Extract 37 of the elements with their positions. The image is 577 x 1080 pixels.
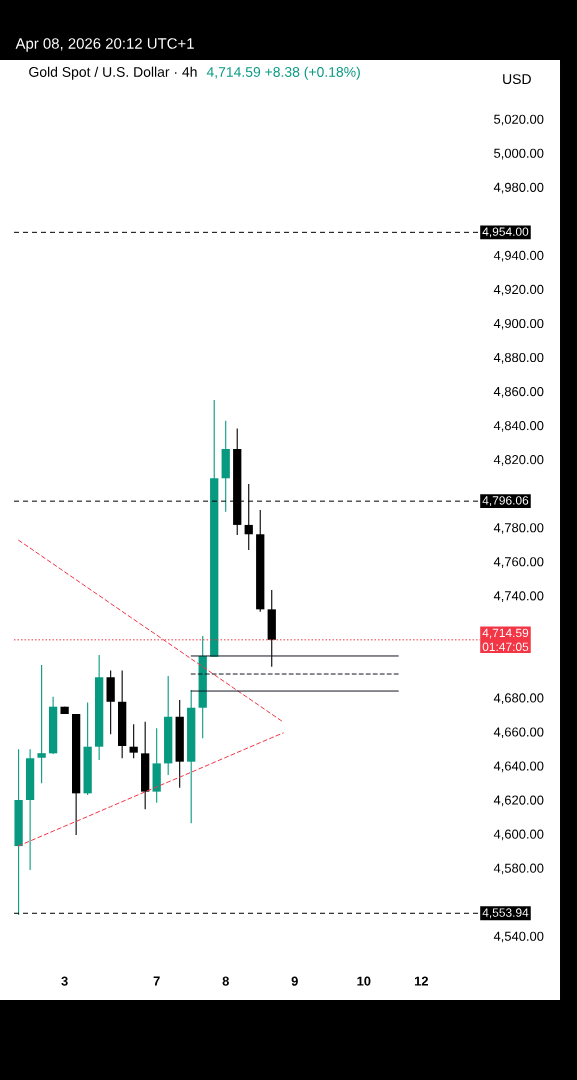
ref-line-label: 4,954.00 (482, 227, 529, 238)
x-tick-label: 8 (222, 976, 229, 986)
chart-subtitle: 4,714.59 +8.38 (+0.18%) (206, 66, 360, 80)
candlestick (129, 723, 138, 759)
chart-title: Gold Spot / U.S. Dollar · 4h (29, 66, 197, 80)
y-tick-label: 4,900.00 (493, 318, 544, 330)
y-tick-label: 4,760.00 (493, 557, 544, 568)
y-axis-title: USD (503, 74, 531, 85)
y-tick-label: 4,580.00 (493, 863, 544, 875)
text: Apr 08, 2026 20:12 UTC+1 (15, 38, 194, 52)
candlestick (37, 664, 46, 784)
y-tick-label: 4,680.00 (493, 693, 544, 705)
y-tick-label: 4,980.00 (493, 182, 544, 194)
y-tick-label: 4,940.00 (493, 250, 544, 262)
y-tick-label: 4,820.00 (493, 455, 544, 466)
y-tick-label: 5,000.00 (494, 148, 544, 160)
y-tick-label: 4,600.00 (493, 829, 544, 841)
y-tick-label: 4,640.00 (493, 761, 544, 773)
text: 01:47:05 (482, 642, 529, 652)
ref-line-label: 4,796.06 (482, 496, 529, 507)
ref-line-label: 4,553.94 (482, 908, 529, 919)
y-tick-label: 4,920.00 (493, 284, 544, 296)
y-tick-label: 4,840.00 (493, 421, 544, 432)
y-tick-label: 4,660.00 (493, 727, 544, 739)
x-tick-label: 7 (153, 976, 160, 986)
x-tick-label: 3 (61, 976, 68, 986)
x-tick-label: 12 (414, 976, 429, 986)
y-tick-label: 5,020.00 (494, 114, 544, 126)
y-tick-label: 4,620.00 (493, 795, 544, 807)
y-tick-label: 4,740.00 (493, 591, 544, 602)
ref-line-label: 4,714.59 (482, 628, 529, 639)
x-tick-label: 9 (291, 976, 298, 986)
y-tick-label: 4,880.00 (493, 352, 544, 364)
y-tick-label: 4,860.00 (493, 386, 544, 398)
y-tick-label: 4,780.00 (493, 523, 544, 534)
x-tick-label: 10 (357, 976, 371, 986)
y-tick-label: 4,540.00 (493, 931, 544, 943)
